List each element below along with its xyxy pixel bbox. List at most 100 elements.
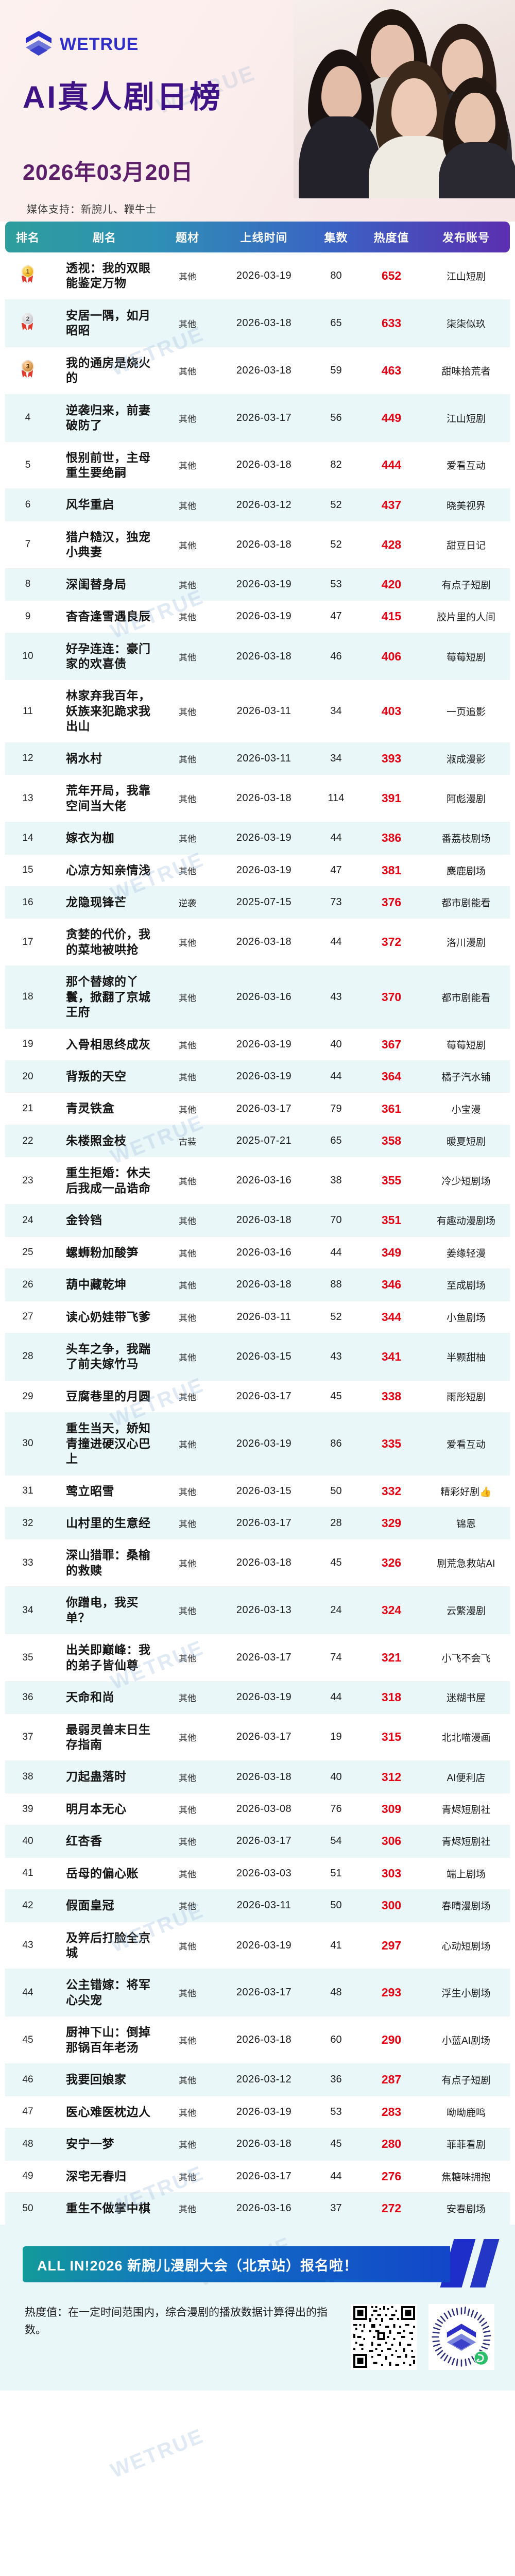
drama-name-cell: 我要回娘家 xyxy=(66,2073,127,2087)
genre-cell: 其他 xyxy=(179,2205,196,2215)
genre-cell: 其他 xyxy=(179,1559,196,1569)
promo-banner[interactable]: ALL IN!2026 新腕儿漫剧大会（北京站）报名啦！ xyxy=(23,2239,500,2288)
rank-cell: 23 xyxy=(22,1175,33,1186)
heat-value-cell: 272 xyxy=(381,2201,402,2215)
rank-cell: 30 xyxy=(22,1438,33,1449)
drama-name-cell: 红杏香 xyxy=(66,1834,102,1848)
release-date-cell: 2026-03-16 xyxy=(236,1246,292,1258)
table-row: 43 及笄后打脸全京城 其他 2026-03-19 41 297 心动短剧场 xyxy=(5,1922,510,1969)
heat-value-cell: 344 xyxy=(381,1310,402,1324)
rank-cell: 41 xyxy=(22,1868,33,1879)
table-row: 32 山村里的生意经 其他 2026-03-17 28 329 锦恩 xyxy=(5,1507,510,1539)
drama-name-cell: 逆袭归来，前妻破防了 xyxy=(66,403,151,432)
table-row: 30 重生当天，娇知青撞进硬汉心巴上 其他 2026-03-19 86 335 爱看互动 xyxy=(5,1412,510,1476)
account-cell: 焦糖味拥抱 xyxy=(441,2172,491,2183)
rank-cell: 19 xyxy=(22,1039,33,1050)
rank-cell: 45 xyxy=(22,2034,33,2045)
heat-value-cell: 335 xyxy=(381,1436,402,1450)
account-cell: 甜豆日记 xyxy=(446,540,486,551)
release-date-cell: 2026-03-12 xyxy=(236,499,292,511)
episodes-cell: 47 xyxy=(330,864,342,876)
genre-cell: 其他 xyxy=(179,754,196,765)
heat-value-cell: 300 xyxy=(381,1899,402,1912)
episodes-cell: 40 xyxy=(330,1038,342,1050)
table-row: 31 莺立昭雪 其他 2026-03-15 50 332 精彩好剧👍 xyxy=(5,1475,510,1507)
table-row: 13 荒年开局，我靠空间当大佬 其他 2026-03-18 114 391 阿彪漫剧 xyxy=(5,774,510,822)
genre-cell: 其他 xyxy=(179,580,196,590)
table-header: 排名 剧名 题材 上线时间 集数 热度值 发布账号 xyxy=(5,222,510,252)
drama-name-cell: 祸水村 xyxy=(66,751,102,765)
drama-name-cell: 杳杳逢雪遇良辰 xyxy=(66,609,151,623)
drama-name-cell: 刀起蛊落时 xyxy=(66,1770,127,1784)
account-cell: 爱看互动 xyxy=(446,1439,486,1450)
episodes-cell: 74 xyxy=(330,1652,342,1664)
drama-name-cell: 入骨相思终成灰 xyxy=(66,1037,151,1051)
rank-cell: 49 xyxy=(22,2171,33,2182)
table-row: 9 杳杳逢雪遇良辰 其他 2026-03-19 47 415 胶片里的人间 xyxy=(5,600,510,633)
heat-value-cell: 391 xyxy=(381,791,402,805)
episodes-cell: 19 xyxy=(330,1731,342,1743)
table-row: 6 风华重启 其他 2026-03-12 52 437 晓美视界 xyxy=(5,488,510,521)
table-row: 15 心凉方知亲情浅 其他 2026-03-19 47 381 麋鹿剧场 xyxy=(5,854,510,887)
rank-cell: 10 xyxy=(22,651,33,662)
episodes-cell: 34 xyxy=(330,752,342,764)
col-rank: 排名 xyxy=(15,231,40,244)
drama-name-cell: 山村里的生意经 xyxy=(66,1516,151,1530)
genre-cell: 逆袭 xyxy=(179,899,196,909)
table-row: 17 贪婪的代价，我的菜地被哄抢 其他 2026-03-18 44 372 洛川漫剧 xyxy=(5,918,510,966)
episodes-cell: 48 xyxy=(330,1987,342,1998)
release-date-cell: 2026-03-18 xyxy=(236,459,292,471)
genre-cell: 其他 xyxy=(179,540,196,551)
genre-cell: 其他 xyxy=(179,1941,196,1952)
drama-name-cell: 安居一隅，如月昭昭 xyxy=(66,308,151,337)
rank-cell: 42 xyxy=(22,1900,33,1911)
account-cell: 冷少短剧场 xyxy=(441,1176,491,1188)
heat-value-cell: 652 xyxy=(381,268,402,282)
table-row: 20 背叛的天空 其他 2026-03-19 44 364 橘子汽水铺 xyxy=(5,1060,510,1093)
col-eps: 集数 xyxy=(324,231,348,244)
release-date-cell: 2026-03-19 xyxy=(236,269,292,281)
genre-cell: 其他 xyxy=(179,1393,196,1403)
drama-name-cell: 岳母的偏心账 xyxy=(66,1866,139,1880)
table-row: 36 天命和尚 其他 2026-03-19 44 318 迷糊书屋 xyxy=(5,1681,510,1714)
rank-cell: 28 xyxy=(22,1351,33,1362)
table-row: 45 厨神下山：倒掉那锅百年老汤 其他 2026-03-18 60 290 小蓝AI剧场 xyxy=(5,2016,510,2064)
release-date-cell: 2026-03-18 xyxy=(236,936,292,948)
release-date-cell: 2026-03-03 xyxy=(236,1867,292,1879)
table-row: 19 入骨相思终成灰 其他 2026-03-19 40 367 莓莓短剧 xyxy=(5,1028,510,1061)
heat-value-cell: 386 xyxy=(381,831,402,845)
genre-cell: 其他 xyxy=(179,1989,196,1999)
account-cell: 安春剧场 xyxy=(446,2204,486,2215)
drama-name-cell: 金铃铛 xyxy=(66,1213,102,1227)
genre-cell: 其他 xyxy=(179,993,196,1003)
ranking-table: 排名 剧名 题材 上线时间 集数 热度值 发布账号 1 透视：我的双眼能鉴定万物其… xyxy=(5,222,510,2225)
col-date: 上线时间 xyxy=(240,231,288,244)
rank-cell: 48 xyxy=(22,2138,33,2149)
rank-cell: 26 xyxy=(22,1279,33,1290)
account-cell: 浮生小剧场 xyxy=(441,1988,491,1999)
rank-cell: 14 xyxy=(22,832,33,843)
wechat-miniprogram-qr-icon[interactable] xyxy=(428,2304,494,2370)
table-row: 35 出关即巅峰：我的弟子皆仙尊 其他 2026-03-17 74 321 小飞不会飞 xyxy=(5,1634,510,1682)
genre-cell: 其他 xyxy=(179,366,196,377)
col-name: 剧名 xyxy=(92,231,116,244)
table-row: 33 深山猎罪：桑榆的救赎 其他 2026-03-18 45 326 剧荒急救站AI xyxy=(5,1539,510,1587)
genre-cell: 其他 xyxy=(179,1733,196,1743)
drama-name-cell: 好孕连连：豪门家的欢喜债 xyxy=(66,641,151,670)
account-cell: 至成剧场 xyxy=(446,1280,486,1292)
episodes-cell: 52 xyxy=(330,499,342,511)
qr-code-icon[interactable] xyxy=(351,2304,417,2370)
table-row: 8 深闺替身局 其他 2026-03-19 53 420 有点子短剧 xyxy=(5,568,510,601)
episodes-cell: 54 xyxy=(330,1835,342,1847)
table-row: 41 岳母的偏心账 其他 2026-03-03 51 303 端上剧场 xyxy=(5,1857,510,1890)
account-cell: 北北喵漫画 xyxy=(441,1733,491,1744)
account-cell: 精彩好剧👍 xyxy=(440,1486,492,1498)
drama-name-cell: 深山猎罪：桑榆的救赎 xyxy=(66,1548,151,1577)
release-date-cell: 2026-03-19 xyxy=(236,578,292,590)
release-date-cell: 2026-03-17 xyxy=(236,1731,292,1743)
rank-cell: 9 xyxy=(25,611,31,622)
drama-name-cell: 重生不做掌中棋 xyxy=(66,2201,151,2215)
table-row: 37 最弱灵兽末日生存指南 其他 2026-03-17 19 315 北北喵漫画 xyxy=(5,1714,510,1761)
drama-name-cell: 荒年开局，我靠空间当大佬 xyxy=(66,784,151,812)
heat-value-cell: 358 xyxy=(381,1134,402,1148)
